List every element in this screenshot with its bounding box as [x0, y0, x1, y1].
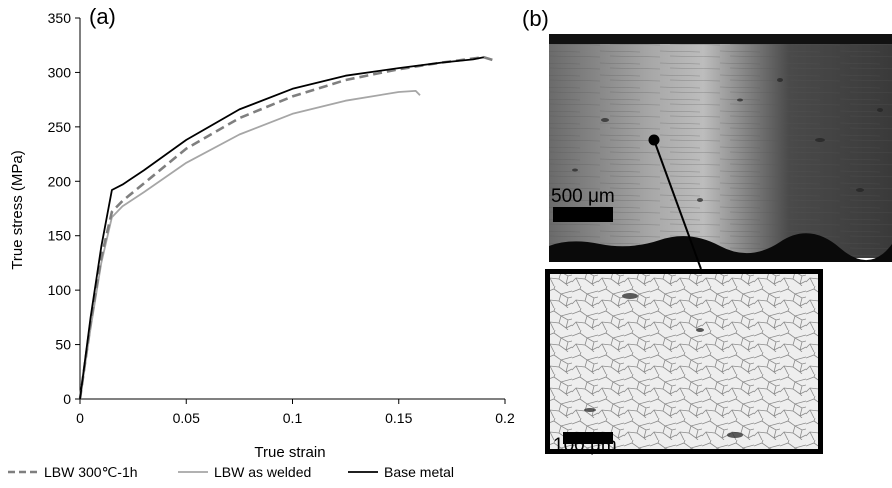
callout-connector — [648, 134, 702, 270]
panel-label-a: (a) — [89, 4, 116, 29]
series-line-1 — [79, 90, 421, 400]
y-tick-group: 0 50 100 150 200 250 300 350 — [48, 10, 80, 407]
series-line-0 — [78, 55, 495, 400]
x-axis-label: True strain — [254, 444, 325, 461]
y-tick-label: 100 — [48, 282, 72, 298]
y-tick-label: 50 — [55, 337, 71, 353]
top-scale-bar — [553, 207, 613, 222]
y-tick-label: 200 — [48, 173, 72, 189]
micrograph-top: 500 μm — [549, 34, 892, 262]
stress-strain-chart: 0 50 100 150 200 250 300 350 0 0.05 0.1 0.15 0.2 Tr… — [8, 10, 515, 480]
x-tick-label: 0.15 — [385, 410, 412, 426]
legend-label-0: LBW 300℃-1h — [44, 464, 138, 480]
legend-label-2: Base metal — [384, 464, 454, 480]
x-tick-label: 0.2 — [495, 410, 515, 426]
y-tick-label: 300 — [48, 64, 72, 80]
x-tick-label: 0.1 — [283, 410, 303, 426]
y-tick-label: 250 — [48, 119, 72, 135]
x-tick-label: 0.05 — [173, 410, 200, 426]
x-tick-label: 0 — [76, 410, 84, 426]
bottom-scale-bar — [563, 432, 613, 444]
y-tick-label: 0 — [63, 391, 71, 407]
micrograph-bottom: 100 μm — [545, 269, 823, 456]
panel-label-b: (b) — [522, 6, 549, 31]
series-line-2 — [79, 56, 484, 400]
y-tick-label: 150 — [48, 228, 72, 244]
legend-label-1: LBW as welded — [214, 464, 311, 480]
y-axis-label: True stress (MPa) — [9, 150, 26, 269]
series-group — [78, 55, 495, 400]
bottom-scale-label: 100 μm — [553, 435, 617, 456]
legend: LBW 300℃-1h LBW as welded Base metal — [8, 464, 454, 480]
y-tick-label: 350 — [48, 10, 72, 26]
callout-dot — [648, 134, 660, 146]
top-scale-label: 500 μm — [551, 186, 615, 207]
x-tick-group: 0 0.05 0.1 0.15 0.2 — [76, 399, 515, 426]
